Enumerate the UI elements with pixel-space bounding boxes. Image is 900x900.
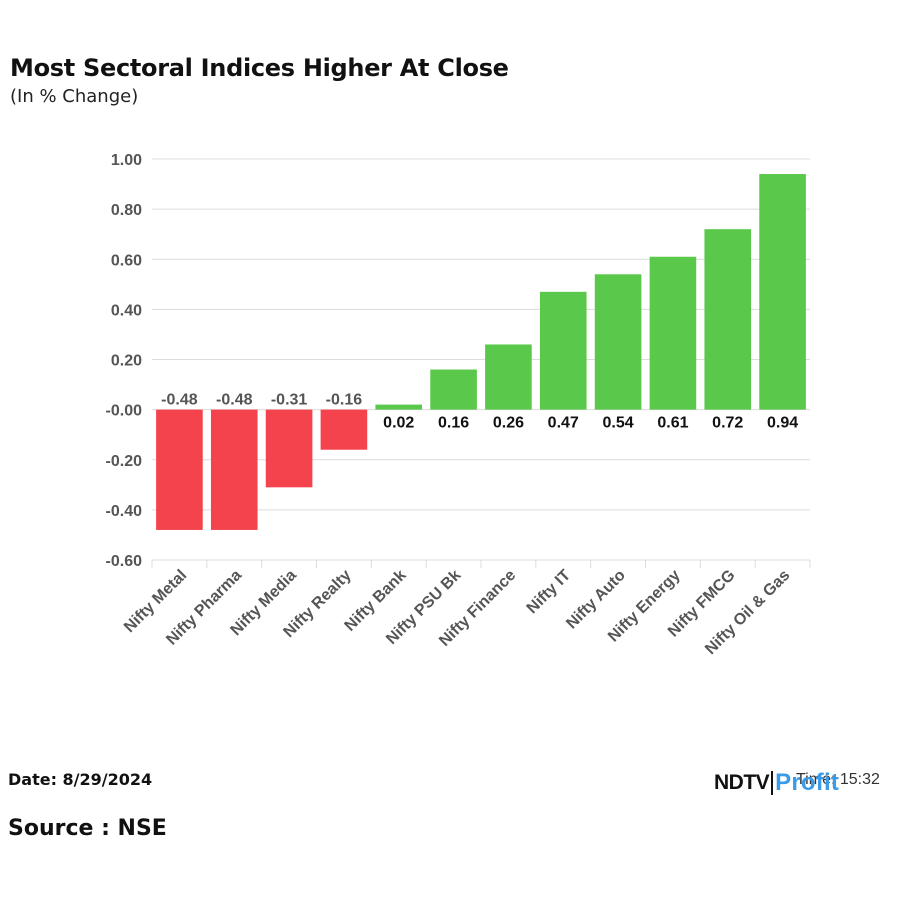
bar: [539, 291, 587, 410]
y-tick-label: 0.20: [111, 353, 142, 370]
bar-chart: 1.00 0.80 0.60 0.40 0.20 -0.00 -0.20 -0.40 -0.60…: [106, 152, 811, 658]
data-label: -0.31: [271, 392, 308, 409]
chart-title: Most Sectoral Indices Higher At Close: [10, 54, 509, 82]
data-label: 0.47: [548, 415, 579, 432]
y-tick-label: 0.80: [111, 202, 142, 219]
logo-ndtv-text: NDTV: [714, 771, 770, 794]
data-label: 0.72: [712, 415, 743, 432]
data-label: 0.54: [603, 415, 634, 432]
time-label: Time: 15:32: [796, 771, 880, 788]
logo-divider: [771, 771, 774, 795]
data-label: -0.16: [326, 392, 363, 409]
y-tick-label: -0.00: [106, 403, 143, 420]
y-tick-label: 1.00: [111, 152, 142, 169]
bar: [759, 174, 806, 410]
x-tick-label: Nifty IT: [524, 567, 575, 618]
y-tick-label: 0.40: [111, 302, 142, 319]
y-tick-label: -0.20: [106, 453, 143, 470]
data-label: -0.48: [161, 392, 198, 409]
ndtv-profit-logo: NDTV Profit: [714, 766, 839, 800]
date-label: Date: 8/29/2024: [8, 770, 153, 789]
y-tick-label: -0.60: [106, 553, 143, 570]
data-label: 0.16: [438, 415, 469, 432]
source-label: Source : NSE: [8, 816, 167, 841]
bar: [704, 229, 752, 410]
bar: [156, 409, 203, 530]
bar: [649, 256, 697, 410]
y-tick-label: 0.60: [111, 252, 142, 269]
data-label: -0.48: [216, 392, 253, 409]
bar: [375, 404, 423, 410]
data-label: 0.02: [383, 415, 414, 432]
bar: [320, 409, 368, 450]
logo-profit-text: Profit: [775, 769, 840, 796]
data-label: 0.61: [657, 415, 688, 432]
bar: [210, 409, 258, 530]
bar: [594, 274, 642, 410]
data-label: 0.26: [493, 415, 524, 432]
chart-subtitle: (In % Change): [10, 86, 139, 107]
bar: [265, 409, 313, 488]
bar: [430, 369, 477, 410]
data-label: 0.94: [767, 415, 798, 432]
y-tick-label: -0.40: [106, 503, 143, 520]
bar: [485, 344, 532, 410]
